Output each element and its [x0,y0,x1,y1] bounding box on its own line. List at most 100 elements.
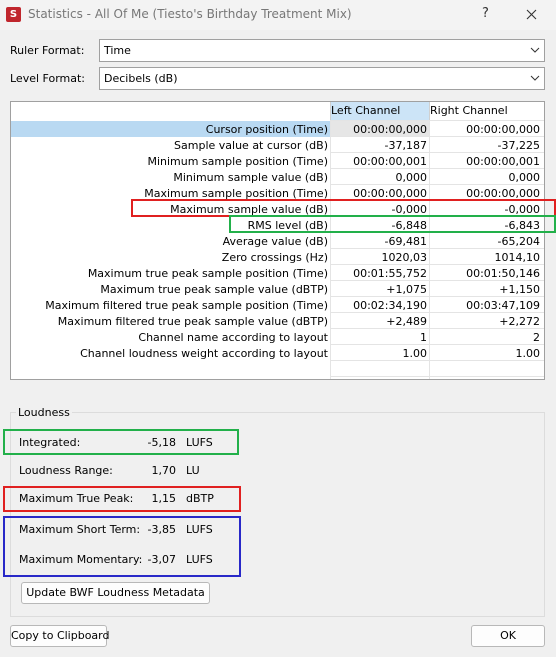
row-divider [330,168,544,169]
row-divider [330,152,544,153]
row-divider [330,376,544,377]
left-value: +1,075 [386,283,427,296]
row-selected [11,121,330,137]
cell-selected [330,121,429,137]
statistics-table: Left Channel Right Channel Cursor position… [10,101,545,380]
left-value: 00:01:55,752 [353,267,427,280]
highlight-box [3,516,241,577]
loudness-label: Maximum Short Term: [19,523,141,536]
update-button[interactable]: Update BWF Loudness Metadata [21,582,210,604]
row-label: Sample value at cursor (dB) [174,139,328,152]
right-value: 00:03:47,109 [466,299,540,312]
left-value: +2,489 [386,315,427,328]
loudness-unit: dBTP [186,492,214,505]
row-label: Maximum filtered true peak sample value … [57,315,328,328]
row-label: Minimum sample position (Time) [147,155,328,168]
row-label: Average value (dB) [222,235,328,248]
help-button[interactable]: ? [482,6,489,21]
right-value: 00:00:00,000 [466,187,540,200]
left-value: -37,187 [384,139,427,152]
loudness-title: Loudness [16,406,72,419]
copy-button[interactable]: Copy to Clipboard [10,625,109,647]
row-divider [330,248,544,249]
row-label: Minimum sample value (dB) [173,171,328,184]
column-header: Left Channel [331,104,401,117]
column-divider [429,120,430,379]
loudness-label: Maximum Momentary: [19,553,143,566]
right-value: -37,225 [497,139,540,152]
header-divider [429,102,430,120]
loudness-value: -3,07 [147,553,176,566]
row-divider [330,312,544,313]
app-icon: S [6,7,21,22]
row-divider [330,184,544,185]
row-divider [330,344,544,345]
right-value: 1.00 [515,347,541,360]
level-label: Level Format: [10,72,86,85]
row-label: Channel name according to layout [138,331,328,344]
row-label: Cursor position (Time) [205,123,328,136]
row-label: Zero crossings (Hz) [221,251,328,264]
loudness-value: -3,85 [147,523,176,536]
window-title: Statistics - All Of Me (Tiesto's Birthda… [28,7,352,21]
left-value: 00:00:00,000 [353,123,427,136]
left-value: 0,000 [395,171,428,184]
right-value: +1,150 [499,283,540,296]
loudness-unit: LU [186,464,200,477]
loudness-value: -5,18 [147,436,176,449]
row-divider [330,360,544,361]
right-value: -6,843 [504,219,540,232]
row-label: Channel loudness weight according to lay… [80,347,328,360]
highlight-box [3,486,241,512]
left-value: -69,481 [384,235,427,248]
ruler-dropdown[interactable]: Time [99,39,545,62]
right-value: -0,000 [504,203,540,216]
row-divider [330,264,544,265]
loudness-value: 1,15 [151,492,177,505]
left-value: -0,000 [391,203,427,216]
left-value: -6,848 [391,219,427,232]
highlight-box [229,215,556,233]
loudness-unit: LUFS [186,553,213,566]
right-value: 00:01:50,146 [466,267,540,280]
column-divider [330,120,331,379]
row-label: Maximum true peak sample position (Time) [87,267,328,280]
left-value: 00:00:00,000 [353,187,427,200]
left-value: 1020,03 [381,251,428,264]
loudness-label: Loudness Range: [19,464,113,477]
right-value: 1014,10 [494,251,541,264]
column-header-bg [330,102,429,120]
row-label: Maximum sample value (dB) [170,203,328,216]
close-button[interactable] [526,9,537,20]
loudness-group [10,412,545,617]
header-divider [330,102,331,120]
dropdown-arrow [530,75,540,81]
right-value: 0,000 [508,171,541,184]
loudness-label: Integrated: [19,436,81,449]
row-label: RMS level (dB) [247,219,328,232]
loudness-value: 1,70 [151,464,177,477]
row-divider [330,328,544,329]
column-header: Right Channel [430,104,508,117]
left-value: 00:00:00,001 [353,155,427,168]
ruler-label: Ruler Format: [10,44,85,57]
row-label: Maximum sample position (Time) [144,187,328,200]
left-value: 00:02:34,190 [353,299,427,312]
level-dropdown[interactable]: Decibels (dB) [99,67,545,90]
right-value: 2 [533,331,540,344]
dropdown-arrow [530,47,540,53]
right-value: 00:00:00,001 [466,155,540,168]
loudness-label: Maximum True Peak: [19,492,134,505]
highlight-box [3,429,239,455]
right-value: +2,272 [499,315,540,328]
level-value: Decibels (dB) [104,72,178,85]
loudness-unit: LUFS [186,523,213,536]
right-value: -65,204 [497,235,540,248]
row-divider [330,280,544,281]
ruler-value: Time [104,44,131,57]
row-divider [330,120,544,121]
ok-button[interactable]: OK [471,625,545,647]
row-divider [330,136,544,137]
loudness-unit: LUFS [186,436,213,449]
